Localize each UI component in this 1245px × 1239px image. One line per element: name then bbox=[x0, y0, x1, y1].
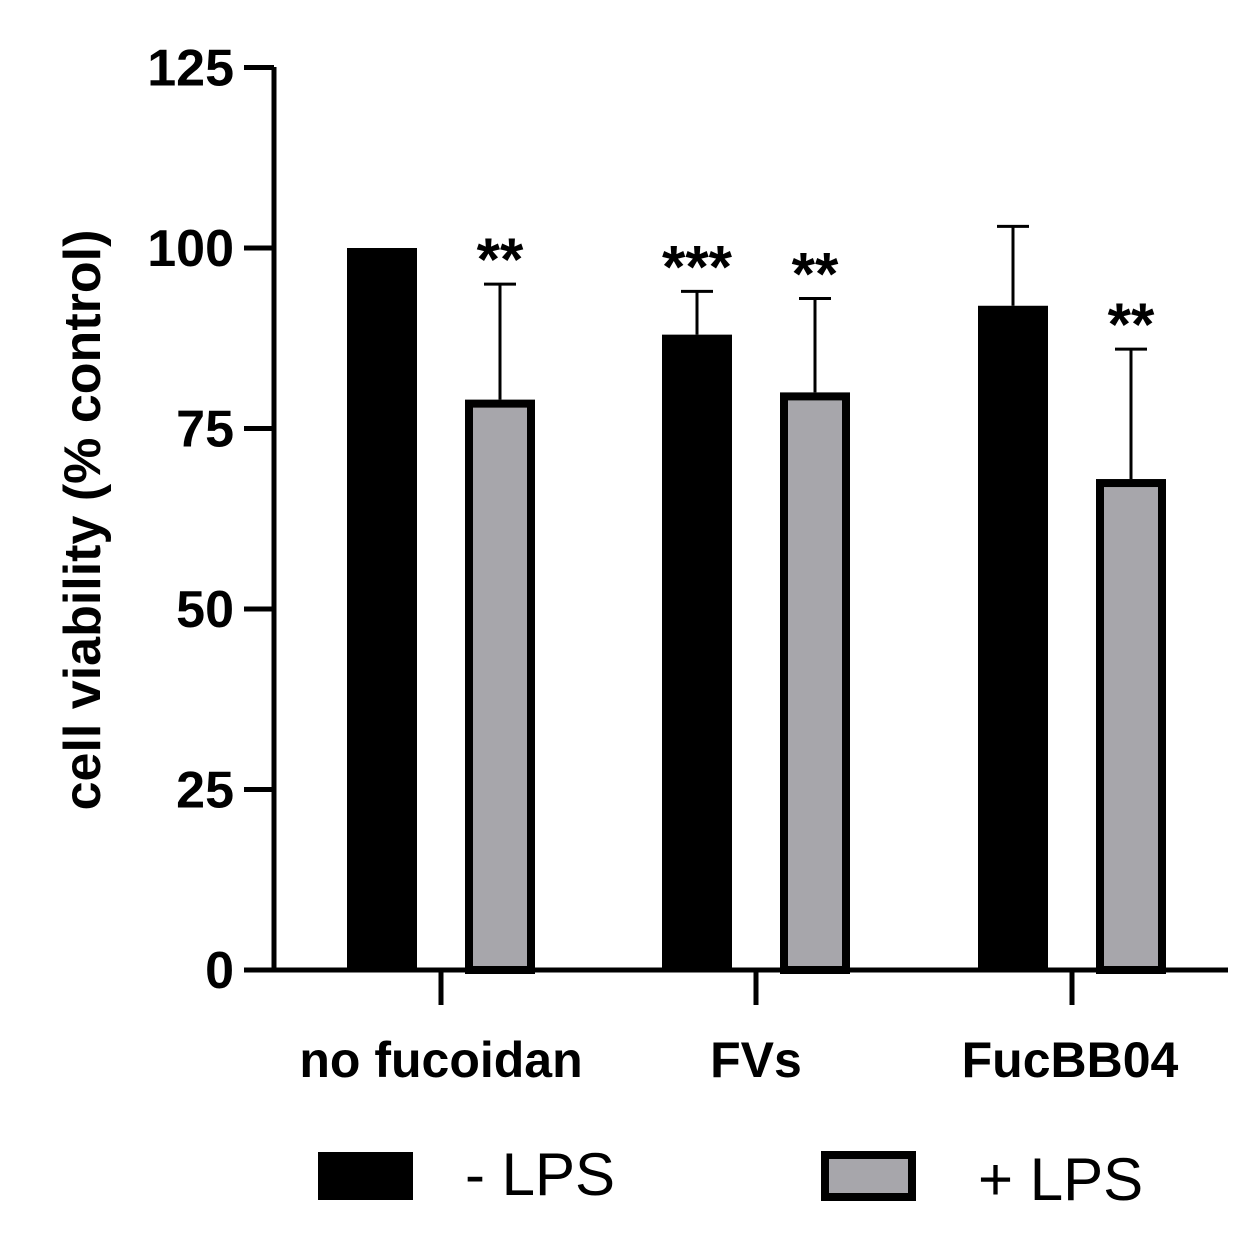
y-axis-ticks: 0 25 50 75 100 125 bbox=[147, 40, 274, 1000]
y-tick-label: 25 bbox=[176, 762, 234, 820]
y-tick-label: 50 bbox=[176, 581, 234, 639]
bar-plus-lps bbox=[465, 399, 535, 974]
bar-minus-lps bbox=[662, 334, 732, 970]
error-bars bbox=[484, 224, 1147, 480]
y-tick-label: 75 bbox=[176, 401, 234, 459]
bar-plus-lps bbox=[780, 392, 850, 974]
legend-swatch-plus-lps bbox=[821, 1151, 916, 1201]
x-tick-label: FucBB04 bbox=[962, 1032, 1179, 1088]
legend: - LPS + LPS bbox=[318, 1141, 1143, 1213]
bar-plus-lps bbox=[1096, 479, 1166, 974]
bar-minus-lps bbox=[978, 305, 1048, 970]
significance-marker: ** bbox=[477, 226, 524, 293]
bar-minus-lps bbox=[347, 248, 417, 970]
legend-swatch-minus-lps bbox=[318, 1152, 413, 1200]
significance-marker: *** bbox=[662, 233, 733, 300]
significance-marker: ** bbox=[792, 241, 839, 308]
significance-markers: ***** **** bbox=[477, 226, 1155, 358]
x-tick-label: FVs bbox=[710, 1032, 802, 1088]
x-axis-ticks: no fucoidan FVs FucBB04 bbox=[299, 970, 1179, 1088]
legend-label-minus-lps: - LPS bbox=[465, 1141, 615, 1208]
y-tick-label: 0 bbox=[205, 942, 234, 1000]
legend-label-plus-lps: + LPS bbox=[978, 1146, 1143, 1213]
bars bbox=[347, 248, 1166, 974]
y-tick-label: 100 bbox=[147, 220, 234, 278]
significance-marker: ** bbox=[1108, 291, 1155, 358]
x-tick-label: no fucoidan bbox=[299, 1032, 582, 1088]
y-axis-label: cell viability (% control) bbox=[54, 230, 112, 811]
y-tick-label: 125 bbox=[147, 40, 234, 98]
